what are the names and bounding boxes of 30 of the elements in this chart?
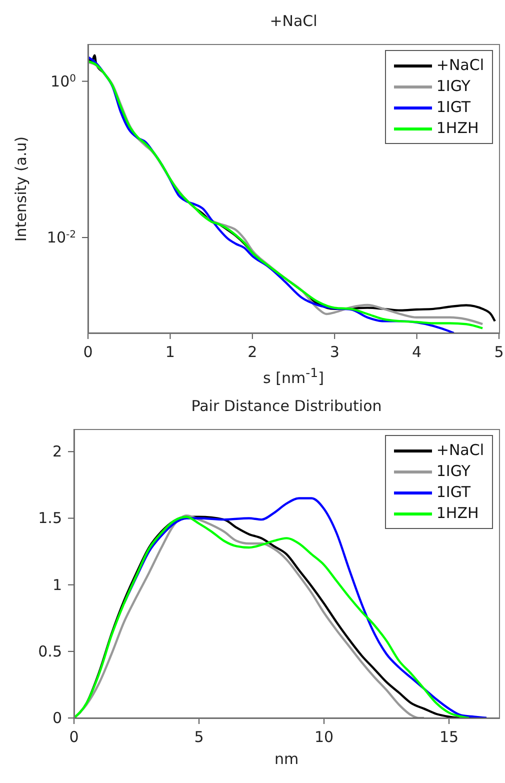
y-tick-label: 1 [52, 576, 62, 594]
legend-label: 1IGY [436, 76, 470, 97]
x-tick-label: 1 [165, 343, 175, 361]
legend-label: 1IGT [436, 482, 471, 503]
x-axis-title: nm [273, 750, 300, 768]
y-tick-label: 1.5 [38, 509, 62, 528]
legend-label: +NaCl [436, 440, 484, 461]
y-tick-label: 10$^{-2}$ [46, 228, 76, 247]
x-tick-label: 3 [330, 343, 340, 361]
legend-label: 1HZH [436, 503, 479, 524]
y-tick-label: 0.5 [38, 642, 62, 660]
x-tick-label: 5 [194, 728, 204, 746]
y-tick-label: 10$^{0}$ [50, 72, 76, 90]
y-tick-label: 2 [52, 442, 62, 461]
x-tick-label: 2 [248, 343, 258, 361]
chart-title: Pair Distance Distribution [190, 397, 383, 415]
legend-label: 1IGY [436, 461, 470, 482]
x-tick-label: 15 [439, 728, 459, 746]
chart-title: +NaCl [268, 12, 318, 30]
x-tick-label: 5 [494, 343, 504, 361]
line-series [122, 497, 488, 718]
y-axis-title: Intensity (a.u) [12, 136, 30, 242]
legend-label: 1HZH [436, 118, 479, 139]
x-tick-label: 0 [83, 343, 93, 361]
x-axis-title: s [nm$^{-1}$] [262, 365, 325, 387]
x-tick-label: 4 [412, 343, 422, 361]
x-tick-label: 10 [314, 728, 334, 746]
legend-label: +NaCl [436, 55, 484, 76]
y-tick-label: 0 [52, 709, 62, 727]
legend-label: 1IGT [436, 97, 471, 118]
